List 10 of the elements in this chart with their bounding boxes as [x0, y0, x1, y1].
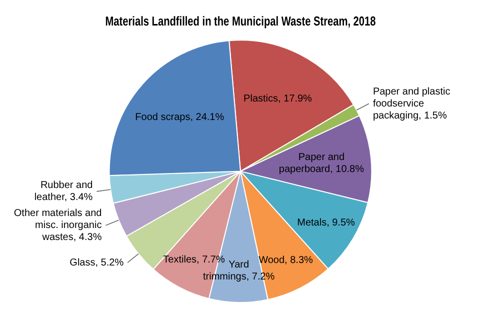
slice-label: Paper and paperboard, 10.8% [278, 152, 364, 176]
slice-label: Textiles, 7.7% [163, 254, 225, 266]
chart-title: Materials Landfilled in the Municipal Waste Stream, 2018 [105, 14, 376, 29]
slice-label: Paper and plastic foodservice packaging, 1.5% [372, 86, 450, 122]
slice-label: Food scraps, 24.1% [135, 112, 224, 124]
slice-label: Plastics, 17.9% [244, 94, 312, 105]
slice-label: Rubber and leather, 3.4% [34, 180, 93, 204]
slice-label: Other materials and misc. inorganic wastes, 4.3% [14, 208, 102, 244]
slice-label: Metals, 9.5% [297, 217, 356, 228]
slice-label: Glass, 5.2% [70, 257, 124, 268]
